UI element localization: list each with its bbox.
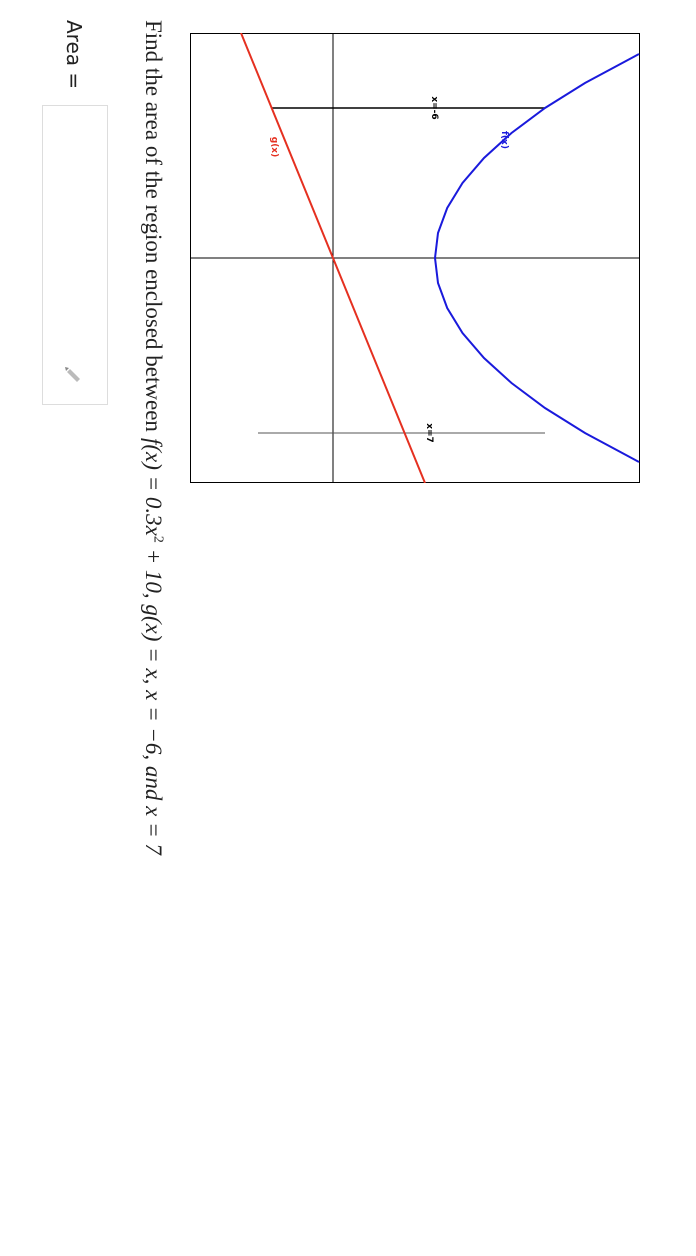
question: Find the area of the region enclosed bet… <box>140 20 166 855</box>
math-rest: + 10, g(x) = x, x = −6, and x = 7 <box>141 548 166 855</box>
question-text: Find the area of the region enclosed bet… <box>141 20 166 432</box>
g-label: g(x) <box>269 137 279 157</box>
answer-label: Area = <box>62 20 86 90</box>
math: f(x) = 0.3x2 + 10, g(x) = x, x = −6, and… <box>141 438 166 855</box>
math-exp: 2 <box>150 535 166 543</box>
pencil-icon <box>65 367 80 382</box>
g-line <box>240 33 426 483</box>
answer-input[interactable] <box>42 105 108 405</box>
bound-label: x=-6 <box>429 96 439 119</box>
math-f: f(x) = 0.3x <box>141 437 166 536</box>
f-label: f(x) <box>499 131 509 149</box>
bound-label: x=7 <box>424 423 434 443</box>
graph: f(x) g(x) x=-6 x=7 <box>190 33 640 483</box>
f-curve <box>433 53 640 463</box>
